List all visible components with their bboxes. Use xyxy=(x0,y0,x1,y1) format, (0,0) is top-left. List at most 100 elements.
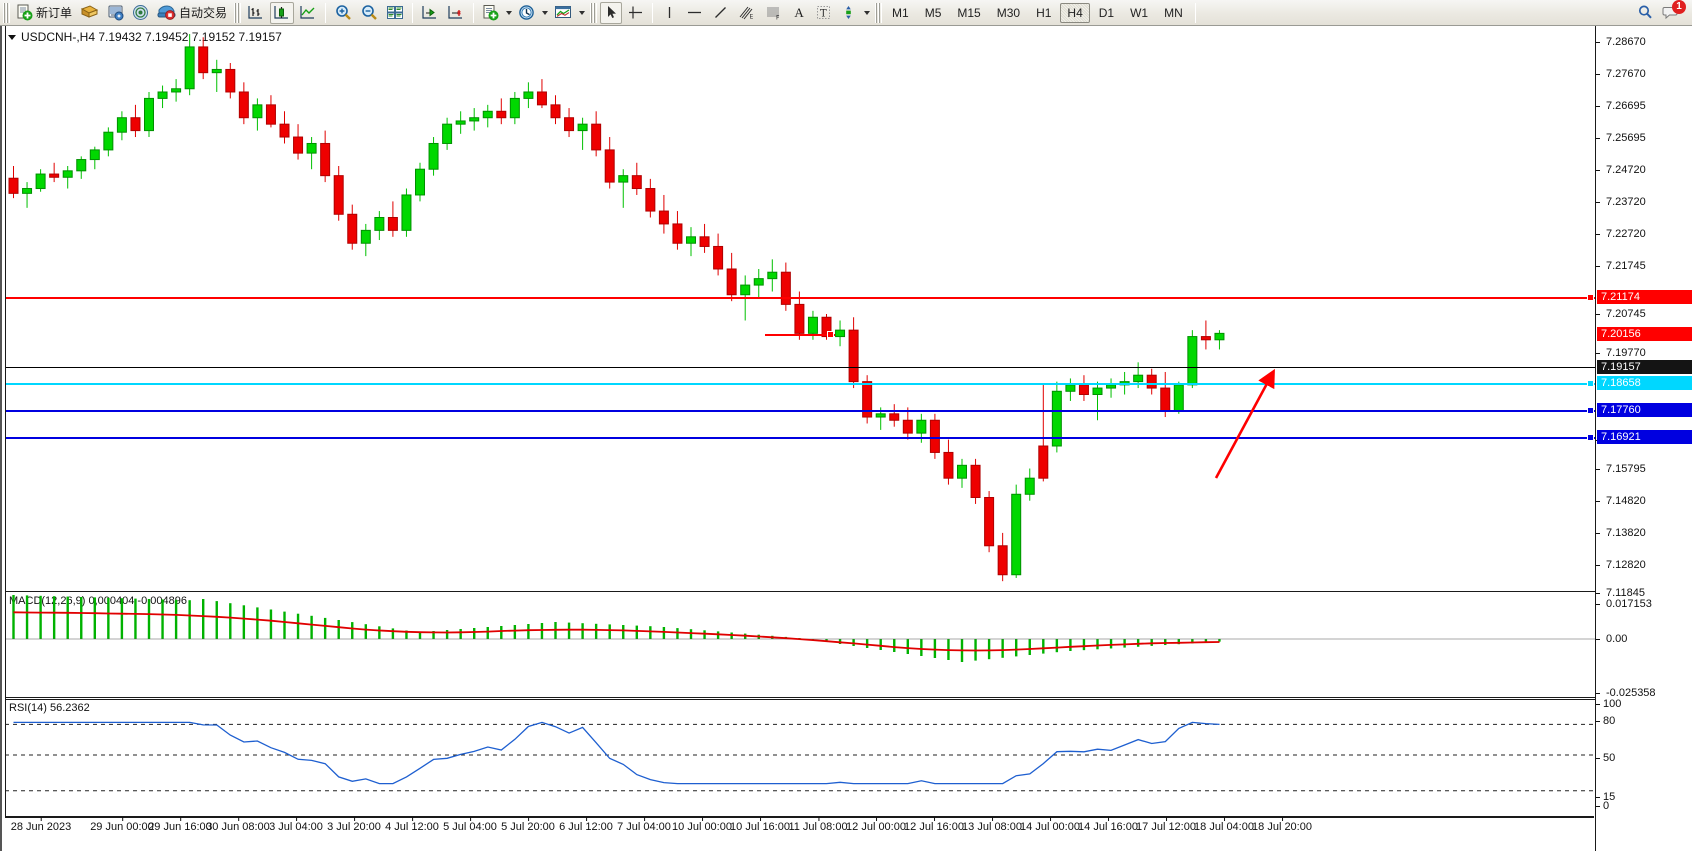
price-label-resistance-2[interactable]: 7.20156 xyxy=(1597,327,1692,341)
arrows-tool-button[interactable] xyxy=(837,2,860,24)
macd-histogram-bar xyxy=(1109,639,1113,649)
macd-histogram-bar xyxy=(933,639,937,658)
price-axis-tick: 7.11845 xyxy=(1596,587,1692,599)
shift-chart-button[interactable] xyxy=(418,2,442,24)
toolbar-grip[interactable] xyxy=(3,2,10,23)
price-label-current-price[interactable]: 7.19157 xyxy=(1597,360,1692,374)
candle-body xyxy=(320,142,331,177)
macd-signal-line xyxy=(13,611,1220,652)
macd-histogram-bar xyxy=(1042,639,1045,654)
timeframe-w1[interactable]: W1 xyxy=(1130,5,1149,20)
bar-chart-button[interactable] xyxy=(244,2,268,24)
macd-histogram-bar xyxy=(987,639,991,660)
signals-button[interactable] xyxy=(129,2,152,24)
equidistant-channel-button[interactable]: E xyxy=(734,2,759,24)
timeframe-m1[interactable]: M1 xyxy=(892,5,909,20)
timeframe-h4[interactable]: H4 xyxy=(1060,2,1090,23)
orders-book-button[interactable] xyxy=(77,2,102,24)
trendline-tool-button[interactable] xyxy=(709,2,732,24)
time-axis-tick: 29 Jun 00:00 xyxy=(90,817,154,833)
text-label-icon: T xyxy=(817,6,831,20)
time-axis[interactable]: 28 Jun 2023 29 Jun 00:00 29 Jun 16:00 30 Ju… xyxy=(5,817,1594,851)
svg-text:F: F xyxy=(776,15,780,22)
price-label-support-2[interactable]: 7.16921 xyxy=(1597,430,1692,444)
candle-body xyxy=(1133,374,1144,383)
candlestick-chart-button[interactable] xyxy=(270,1,295,24)
macd-histogram-bar xyxy=(879,639,882,650)
toolbar-grip-4[interactable] xyxy=(875,2,883,23)
notifications-button[interactable]: 1 xyxy=(1659,0,1686,24)
templates-button[interactable] xyxy=(551,2,575,24)
candle-body xyxy=(22,188,33,194)
crosshair-icon xyxy=(629,6,643,19)
line-chart-icon xyxy=(300,6,315,19)
text-tool-icon: A xyxy=(794,4,804,20)
zoom-out-button[interactable] xyxy=(357,2,381,24)
timeframe-m15[interactable]: M15 xyxy=(957,5,981,20)
candle-body xyxy=(76,159,87,172)
period-dropdown[interactable] xyxy=(539,2,550,24)
timeframe-m30[interactable]: M30 xyxy=(996,5,1021,20)
timeframe-m5[interactable]: M5 xyxy=(924,5,942,20)
macd-histogram-bar xyxy=(161,599,164,639)
price-line-handle[interactable] xyxy=(827,331,834,338)
price-label-support-cyan[interactable]: 7.18658 xyxy=(1597,376,1692,390)
price-axis-tick: 7.26695 xyxy=(1596,100,1692,112)
zoom-in-button[interactable] xyxy=(331,2,355,24)
chart-window[interactable]: USDCNH-,H4 7.19432 7.19452 7.19152 7.191… xyxy=(0,26,1692,851)
candlestick-series xyxy=(8,34,1225,582)
macd-histogram-bar xyxy=(1015,639,1018,657)
auto-scroll-button[interactable] xyxy=(444,2,468,24)
toolbar-grip-2[interactable] xyxy=(234,2,242,23)
period-button[interactable] xyxy=(515,2,538,24)
price-line-stroke xyxy=(5,410,1595,412)
horizontal-line-tool-button[interactable] xyxy=(682,2,707,24)
macd-histogram-bar xyxy=(689,629,693,639)
price-axis[interactable]: 7.28670 7.27670 7.26695 7.25695 7.24720 7.237… xyxy=(1595,26,1692,851)
tile-windows-button[interactable] xyxy=(383,2,407,24)
chart-menu-caret-icon[interactable] xyxy=(8,34,16,40)
time-axis-tick: 5 Jul 20:00 xyxy=(501,817,555,833)
price-line-handle[interactable] xyxy=(1587,434,1594,441)
search-button[interactable] xyxy=(1634,2,1657,24)
candle-body xyxy=(306,142,317,154)
price-line-handle[interactable] xyxy=(1587,380,1594,387)
cursor-tool-button[interactable] xyxy=(600,1,623,24)
timeframe-h1[interactable]: H1 xyxy=(1036,5,1052,20)
crosshair-tool-button[interactable] xyxy=(624,2,647,24)
candle-body xyxy=(1173,384,1184,412)
add-indicator-dropdown[interactable] xyxy=(503,2,514,24)
terminal-button[interactable] xyxy=(104,2,127,24)
toolbar-grip-3[interactable] xyxy=(590,2,598,23)
price-line-handle[interactable] xyxy=(1587,407,1594,414)
candle-body xyxy=(835,329,846,338)
macd-axis-tick: -0.025358 xyxy=(1596,687,1692,699)
timeframe-mn[interactable]: MN xyxy=(1164,5,1183,20)
new-order-button[interactable]: 新订单 xyxy=(13,2,75,24)
candle-body xyxy=(184,46,195,90)
candle-body xyxy=(198,46,209,74)
macd-separator-bottom xyxy=(5,697,1595,698)
price-axis-tick: 7.22720 xyxy=(1596,228,1692,240)
text-tool-button[interactable]: A xyxy=(788,2,810,24)
candle-body xyxy=(360,229,371,244)
text-label-tool-button[interactable]: T xyxy=(812,2,835,24)
fibonacci-tool-button[interactable]: F xyxy=(761,2,786,24)
price-label-support-1[interactable]: 7.17760 xyxy=(1597,403,1692,417)
tile-windows-icon xyxy=(387,6,404,19)
timeframe-d1[interactable]: D1 xyxy=(1098,5,1115,20)
time-axis-tick: 12 Jul 16:00 xyxy=(904,817,964,833)
add-indicator-button[interactable] xyxy=(479,2,502,24)
autotrading-button[interactable]: 自动交易 xyxy=(154,2,230,24)
candle-body xyxy=(726,268,737,296)
line-chart-button[interactable] xyxy=(296,2,320,24)
templates-dropdown[interactable] xyxy=(576,2,587,24)
rsi-axis-tick: 100 xyxy=(1596,698,1692,710)
price-label-resistance-1[interactable]: 7.21174 xyxy=(1597,290,1692,304)
macd-histogram-bar xyxy=(39,595,42,639)
price-line-handle[interactable] xyxy=(1587,294,1594,301)
vertical-line-tool-button[interactable] xyxy=(658,2,680,24)
toolbar-separator-5 xyxy=(1194,2,1196,23)
toolbar-separator-4 xyxy=(652,2,654,23)
arrows-dropdown[interactable] xyxy=(861,2,872,24)
